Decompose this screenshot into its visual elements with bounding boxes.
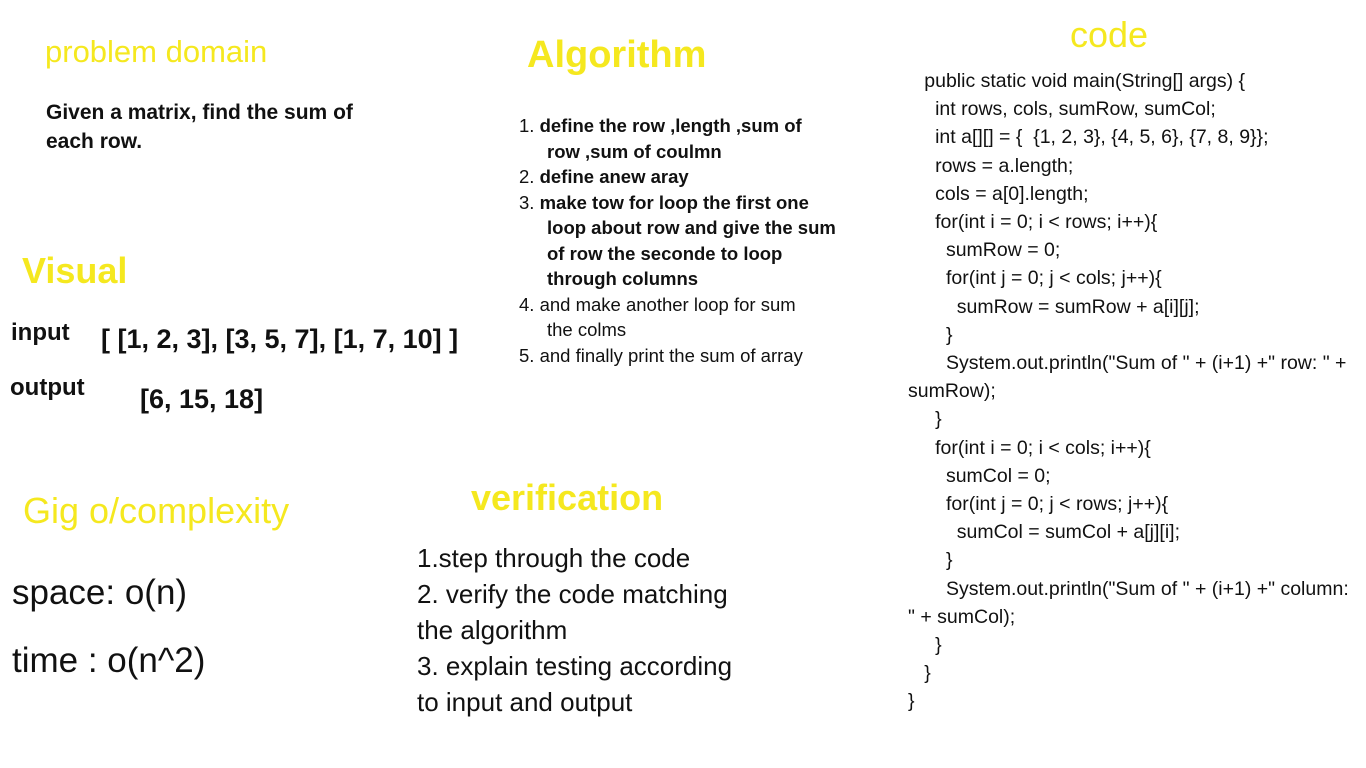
step-number: 2. — [519, 166, 535, 187]
step-text: define anew aray — [539, 166, 689, 187]
step-text: and make another loop for sum — [539, 293, 796, 315]
algorithm-step: 2. define anew aray — [519, 164, 836, 190]
verification-line: to input and output — [417, 687, 633, 717]
algorithm-steps: 1. define the row ,length ,sum of row ,s… — [519, 113, 836, 368]
output-value: [6, 15, 18] — [140, 384, 264, 414]
step-text: define the row ,length ,sum of — [539, 115, 802, 136]
verification-line: the algorithm — [417, 615, 568, 645]
algorithm-step: 1. define the row ,length ,sum of row ,s… — [519, 113, 836, 164]
verification-steps: 1.step through the code 2. verify the co… — [417, 540, 732, 720]
time-complexity: time : o(n^2) — [12, 641, 206, 680]
algorithm-title: Algorithm — [527, 34, 707, 76]
step-text: through columns — [547, 268, 699, 289]
step-number: 5. — [519, 344, 535, 366]
step-text: of row the seconde to loop — [547, 242, 783, 264]
step-text: row ,sum of coulmn — [547, 140, 722, 162]
step-number: 4. — [519, 293, 535, 315]
step-number: 3. — [519, 191, 535, 213]
problem-domain-text: Given a matrix, find the sum of each row… — [46, 101, 353, 153]
verification-line: 2. verify the code matching — [417, 579, 728, 609]
step-text: make tow for loop the first one — [539, 191, 809, 213]
output-label: output — [10, 374, 85, 401]
complexity-title: Gig o/complexity — [23, 490, 290, 531]
algorithm-step: 5. and finally print the sum of array — [519, 343, 836, 369]
algorithm-step: 4. and make another loop for sum the col… — [519, 292, 836, 343]
step-text: loop about row and give the sum — [547, 217, 836, 238]
step-text: the colms — [547, 319, 627, 340]
algorithm-step: 3. make tow for loop the first one loop … — [519, 190, 836, 292]
problem-domain-title: problem domain — [45, 34, 268, 69]
step-number: 1. — [519, 115, 535, 136]
space-complexity: space: o(n) — [12, 573, 188, 612]
input-value: [ [1, 2, 3], [3, 5, 7], [1, 7, 10] ] — [101, 324, 459, 354]
verification-line: 3. explain testing according — [417, 651, 733, 681]
input-label: input — [11, 319, 70, 346]
visual-title: Visual — [22, 250, 128, 291]
verification-title: verification — [471, 477, 664, 518]
verification-line: 1.step through the code — [417, 543, 691, 573]
code-block: public static void main(String[] args) {… — [908, 70, 1349, 713]
code-title: code — [1070, 14, 1149, 55]
step-text: and finally print the sum of array — [539, 344, 803, 366]
